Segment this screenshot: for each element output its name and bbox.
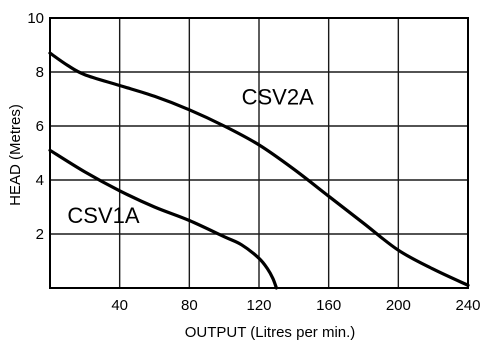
x-tick-label: 240 (455, 297, 480, 314)
series-line-csv1a (48, 148, 279, 290)
x-axis-title: OUTPUT (Litres per min.) (185, 324, 356, 340)
grid-layer (50, 18, 468, 288)
x-tick-label: 200 (386, 297, 411, 314)
x-tick-label: 160 (316, 297, 341, 314)
series-label-csv1a: CSV1A (67, 203, 139, 228)
label-layer: CSV2A CSV1A (67, 84, 314, 228)
x-tick-label: 80 (181, 297, 198, 314)
series-layer (48, 51, 470, 290)
tick-layer: 40 80 120 160 200 240 2 4 6 8 10 (27, 10, 480, 314)
y-tick-label: 4 (36, 172, 44, 189)
y-tick-label: 6 (36, 118, 44, 135)
y-tick-label: 8 (36, 64, 44, 81)
series-label-csv2a: CSV2A (242, 84, 314, 109)
plot-frame (49, 17, 469, 289)
x-tick-label: 40 (111, 297, 128, 314)
y-tick-label: 2 (36, 226, 44, 243)
y-tick-label: 10 (27, 10, 44, 27)
y-axis-title: HEAD (Metres) (7, 104, 24, 206)
series-line-csv2a (48, 51, 470, 287)
x-tick-label: 120 (246, 297, 271, 314)
